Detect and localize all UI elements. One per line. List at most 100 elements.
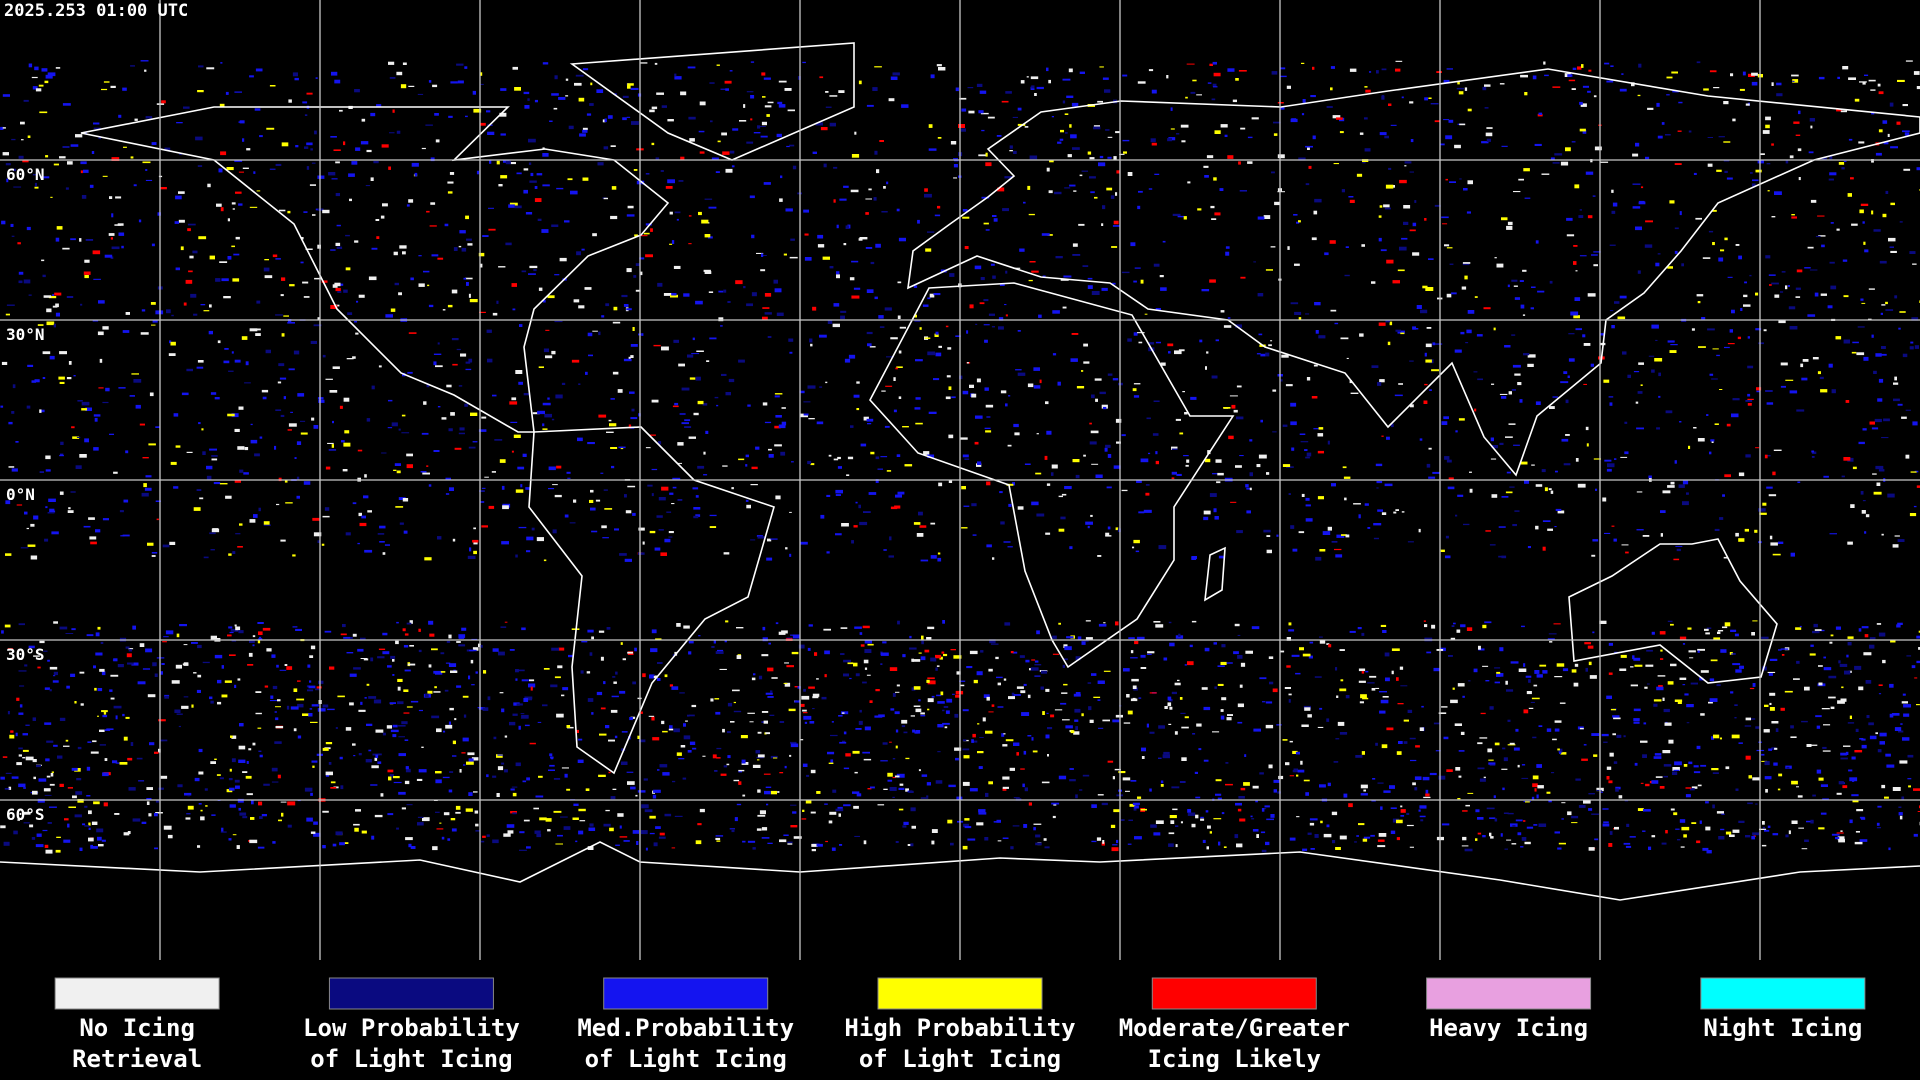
speckle [255,712,262,715]
speckle [112,760,118,764]
speckle [18,754,22,757]
speckle [261,814,267,817]
speckle [1052,653,1059,655]
speckle [387,769,394,773]
speckle [763,773,771,775]
speckle [934,333,939,337]
speckle [573,499,577,503]
speckle [1171,786,1180,789]
speckle [543,348,549,353]
speckle [643,232,650,235]
speckle [921,640,924,645]
speckle [354,320,357,323]
speckle [626,308,632,311]
speckle [1044,455,1048,460]
speckle [1083,343,1088,347]
speckle [76,778,82,781]
speckle [1078,223,1085,226]
speckle [292,626,298,628]
speckle [1905,409,1911,411]
speckle [630,355,634,358]
speckle [1519,399,1523,403]
speckle [840,627,848,629]
speckle [1307,147,1310,150]
speckle [802,763,808,767]
speckle [1772,553,1781,556]
speckle [1097,680,1105,684]
speckle [1756,390,1760,393]
speckle [332,843,337,847]
speckle [806,774,810,777]
speckle [220,207,224,212]
speckle [1424,218,1427,221]
speckle [1873,229,1881,232]
speckle [656,92,664,95]
speckle [1738,742,1743,744]
speckle [1878,684,1883,686]
speckle [1116,441,1121,444]
speckle [501,762,505,765]
speckle [1045,734,1050,739]
speckle [1532,775,1539,780]
speckle [148,443,156,446]
speckle [1542,670,1548,674]
speckle [1428,258,1434,260]
speckle [524,105,530,109]
speckle [1167,696,1172,701]
speckle [329,666,335,670]
speckle [866,104,874,107]
speckle [812,696,819,699]
speckle [1232,99,1237,103]
speckle [1651,324,1659,329]
speckle [1264,808,1267,810]
speckle [1260,419,1263,423]
speckle [389,132,395,134]
speckle [1017,107,1022,111]
speckle [145,475,152,478]
speckle [542,299,546,303]
speckle [1764,829,1770,832]
speckle [1507,284,1510,288]
speckle [658,836,666,839]
speckle [1458,418,1465,421]
speckle [1486,807,1495,810]
speckle [626,214,635,217]
speckle [198,748,203,753]
speckle [1747,403,1752,406]
speckle [408,85,415,87]
speckle [1263,215,1271,219]
speckle [829,122,836,127]
speckle [1203,510,1211,515]
speckle [1022,783,1025,788]
speckle [1213,508,1217,513]
speckle [67,787,73,789]
speckle [389,77,396,79]
speckle [180,246,184,251]
speckle [1601,733,1609,737]
speckle [342,469,348,472]
speckle [545,329,550,331]
speckle [1864,249,1869,253]
speckle [1311,237,1317,241]
speckle [407,371,413,374]
speckle [864,649,872,653]
speckle [971,503,977,507]
speckle [175,445,181,448]
speckle [171,314,174,317]
speckle [1033,367,1040,371]
speckle [417,822,424,826]
speckle [837,456,841,460]
speckle [1028,802,1032,806]
speckle [1111,246,1118,248]
speckle [1358,680,1366,683]
speckle [187,794,190,797]
speckle [1844,670,1851,675]
speckle [1364,148,1371,152]
speckle [1610,708,1616,711]
speckle [1326,718,1330,722]
speckle [1644,244,1653,248]
speckle [1514,373,1521,376]
speckle [509,721,516,726]
speckle [1057,141,1062,144]
speckle [1595,488,1598,491]
